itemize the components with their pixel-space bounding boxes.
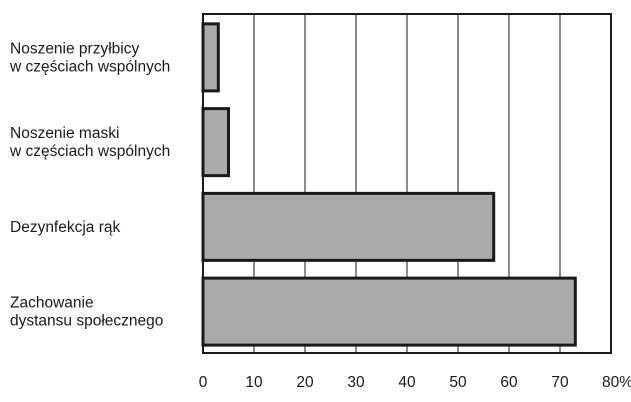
category-label-1-line-0: Noszenie maski bbox=[10, 125, 119, 142]
x-axis-ticks: 0 10 20 30 40 50 60 70 80% bbox=[199, 374, 631, 391]
bar-3 bbox=[201, 276, 577, 347]
category-label-2: Dezynfekcja rąk bbox=[10, 219, 121, 236]
category-label-1-line-1: w częściach wspólnych bbox=[9, 143, 170, 160]
bar-2 bbox=[201, 191, 496, 262]
x-tick-label-40: 40 bbox=[398, 374, 416, 391]
category-labels: Noszenie przyłbicy w częściach wspólnychN… bbox=[9, 40, 170, 329]
bar-1 bbox=[201, 107, 230, 178]
x-tick-label-60: 60 bbox=[500, 374, 518, 391]
x-tick-label-20: 20 bbox=[296, 374, 314, 391]
x-tick-label-50: 50 bbox=[449, 374, 467, 391]
x-tick-label-70: 70 bbox=[551, 374, 569, 391]
bars bbox=[201, 22, 577, 347]
x-tick-label-80: 80% bbox=[602, 374, 631, 391]
x-tick-label-0: 0 bbox=[199, 374, 208, 391]
category-label-0: Noszenie przyłbicy w częściach wspólnych bbox=[9, 40, 170, 75]
x-tick-label-30: 30 bbox=[347, 374, 365, 391]
category-label-3: Zachowanie dystansu społecznego bbox=[10, 295, 163, 330]
category-label-0-line-1: w częściach wspólnych bbox=[9, 58, 170, 75]
category-label-2-line-0: Dezynfekcja rąk bbox=[10, 219, 121, 236]
x-tick-label-10: 10 bbox=[245, 374, 263, 391]
gridlines bbox=[253, 14, 561, 353]
plot-frame bbox=[202, 13, 612, 354]
category-label-0-line-0: Noszenie przyłbicy bbox=[10, 40, 139, 57]
category-label-1: Noszenie maski w częściach wspólnych bbox=[9, 125, 170, 160]
category-label-3-line-0: Zachowanie bbox=[10, 295, 94, 312]
category-label-3-line-1: dystansu społecznego bbox=[10, 313, 163, 330]
bar-0 bbox=[201, 22, 220, 93]
